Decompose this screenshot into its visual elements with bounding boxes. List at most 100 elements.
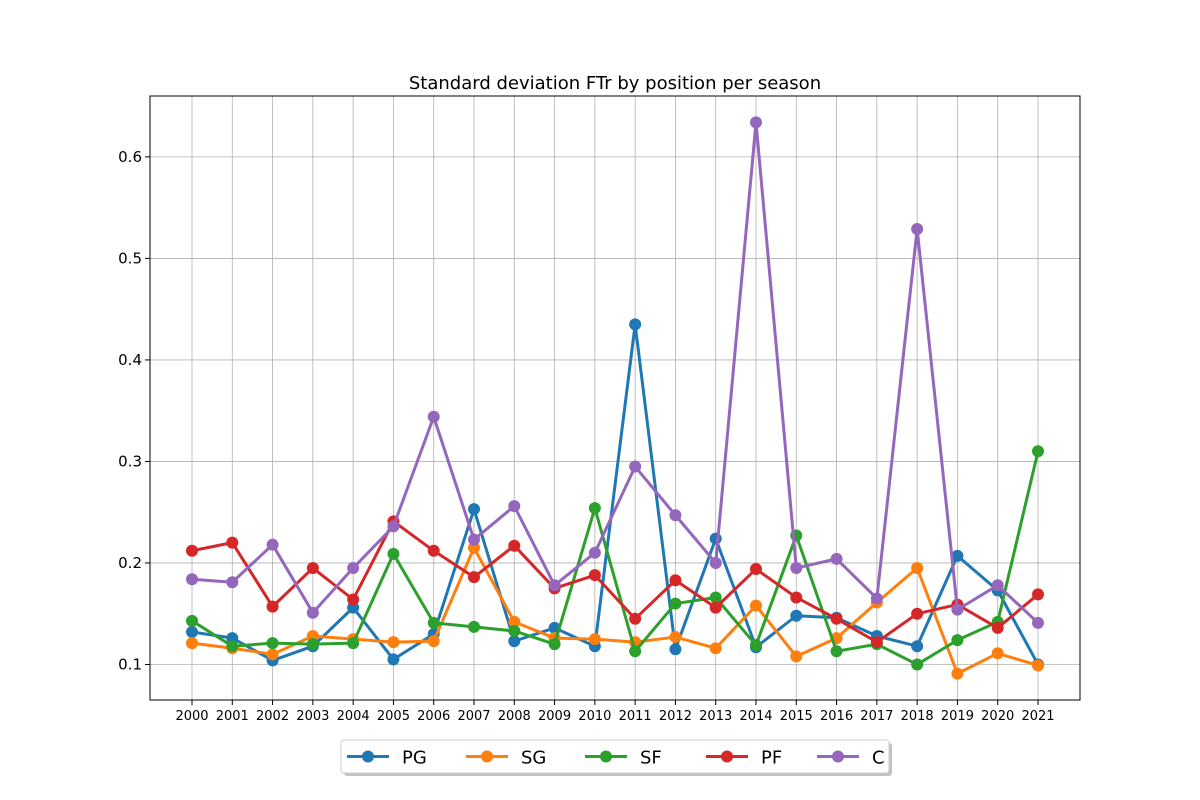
legend-swatch-marker xyxy=(600,750,612,763)
data-point xyxy=(508,624,521,637)
series-sf xyxy=(186,445,1044,671)
data-point xyxy=(629,460,642,473)
y-tick-label: 0.1 xyxy=(118,655,142,673)
series-line xyxy=(191,450,1040,666)
x-tick-label: 2004 xyxy=(337,709,370,724)
data-point xyxy=(427,544,440,557)
data-point xyxy=(226,640,239,653)
data-point xyxy=(1032,616,1044,629)
x-tick-label: 2003 xyxy=(296,709,329,724)
data-point xyxy=(186,614,198,627)
data-point xyxy=(750,563,762,576)
data-point xyxy=(709,532,722,545)
data-point xyxy=(468,503,480,516)
data-point xyxy=(669,597,682,610)
data-point xyxy=(911,562,924,575)
data-point xyxy=(951,549,964,562)
x-tick-label: 2000 xyxy=(175,709,208,724)
data-point xyxy=(588,569,601,582)
x-tick-label: 2006 xyxy=(417,709,450,724)
x-tick-label: 2002 xyxy=(256,709,289,724)
data-point xyxy=(830,552,843,565)
legend-label: SG xyxy=(521,748,546,769)
data-point xyxy=(347,637,360,650)
series-c xyxy=(186,116,1044,629)
x-tick-label: 2015 xyxy=(780,709,813,724)
data-point xyxy=(991,647,1004,660)
legend-label: PG xyxy=(402,748,427,769)
data-point xyxy=(911,222,924,235)
y-axis: 0.1 0.2 0.3 0.4 0.5 0.6 xyxy=(118,148,150,673)
data-point xyxy=(911,658,924,671)
data-point xyxy=(186,625,198,638)
series-line xyxy=(191,322,1040,666)
data-point xyxy=(709,601,722,614)
x-tick-label: 2011 xyxy=(619,709,652,724)
legend-entry-sg: SG xyxy=(466,748,546,769)
legend-label: PF xyxy=(761,748,782,769)
data-point xyxy=(911,640,924,653)
x-tick-label: 2021 xyxy=(1021,709,1054,724)
y-tick-label: 0.5 xyxy=(118,249,142,267)
x-tick-label: 2017 xyxy=(860,709,893,724)
data-point xyxy=(790,562,803,575)
data-point xyxy=(306,562,319,575)
data-point xyxy=(588,546,601,559)
data-point xyxy=(709,556,722,569)
legend: PG SG SF PF C xyxy=(340,739,892,776)
data-point xyxy=(750,639,762,652)
data-point xyxy=(588,633,601,646)
x-tick-label: 2020 xyxy=(981,709,1014,724)
y-tick-label: 0.2 xyxy=(118,554,142,572)
data-point xyxy=(468,533,480,546)
x-tick-label: 2014 xyxy=(739,709,772,724)
data-point xyxy=(347,593,360,606)
x-tick-label: 2005 xyxy=(377,709,410,724)
data-point xyxy=(750,599,762,612)
legend-label: C xyxy=(872,748,885,769)
x-tick-label: 2007 xyxy=(457,709,490,724)
data-point xyxy=(669,574,682,587)
data-point xyxy=(911,607,924,620)
data-point xyxy=(427,616,440,629)
x-tick-label: 2016 xyxy=(820,709,853,724)
x-tick-label: 2009 xyxy=(538,709,571,724)
series-line xyxy=(191,120,1040,624)
data-point xyxy=(427,635,440,648)
data-point xyxy=(1032,659,1044,672)
data-point xyxy=(186,544,198,557)
data-point xyxy=(508,500,521,513)
data-point xyxy=(387,520,400,533)
data-point xyxy=(226,576,239,589)
data-point xyxy=(427,410,440,423)
data-point xyxy=(830,612,843,625)
data-point xyxy=(548,579,561,592)
data-point xyxy=(709,642,722,655)
x-tick-label: 2010 xyxy=(578,709,611,724)
x-tick-label: 2001 xyxy=(216,709,249,724)
legend-swatch-marker xyxy=(832,750,844,763)
data-point xyxy=(1032,588,1044,601)
legend-swatch-marker xyxy=(362,750,374,763)
legend-entry-c: C xyxy=(817,748,885,769)
x-tick-label: 2012 xyxy=(659,709,692,724)
series-sg xyxy=(186,541,1044,680)
legend-entry-sf: SF xyxy=(585,748,662,769)
data-point xyxy=(629,318,642,331)
legend-entry-pg: PG xyxy=(347,748,427,769)
data-point xyxy=(669,643,682,656)
data-point xyxy=(1032,445,1044,458)
legend-entry-pf: PF xyxy=(706,748,782,769)
data-point xyxy=(266,600,279,613)
data-point xyxy=(951,667,964,680)
data-point xyxy=(790,609,803,622)
legend-swatch-marker xyxy=(481,750,493,763)
data-point xyxy=(387,547,400,560)
data-point xyxy=(629,612,642,625)
data-point xyxy=(709,591,722,604)
data-point xyxy=(266,637,279,650)
data-point xyxy=(266,648,279,661)
series-line xyxy=(191,519,1039,644)
data-point xyxy=(508,635,521,648)
